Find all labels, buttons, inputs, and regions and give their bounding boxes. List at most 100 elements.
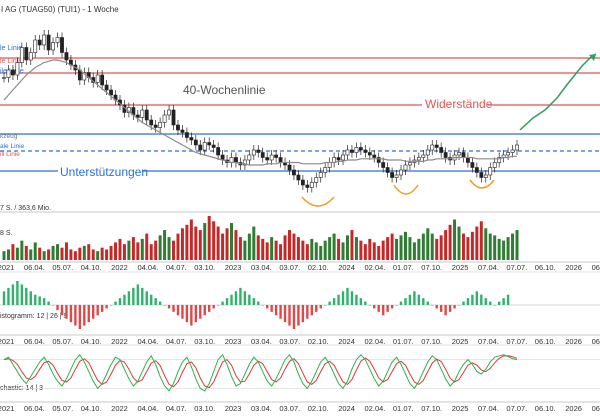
candle-body — [11, 69, 15, 76]
x-tick-label: 07.10. — [421, 263, 442, 272]
x-tick-label: 2026 — [565, 263, 582, 272]
macd-bar — [453, 305, 456, 309]
macd-bar — [60, 305, 64, 316]
volume-bar — [466, 237, 470, 260]
candle-body — [33, 39, 38, 53]
macd-bar — [243, 291, 247, 305]
volume-bar — [390, 233, 394, 260]
macd-bar — [426, 301, 429, 305]
volume-bar — [33, 242, 37, 260]
volume-bar — [198, 230, 202, 260]
candle-body — [506, 152, 510, 156]
volume-bar — [42, 251, 46, 260]
x-tick-label: 04.10. — [81, 337, 102, 346]
volume-bar — [461, 233, 465, 260]
macd-bar — [279, 305, 282, 319]
x-tick-label: 03.10. — [194, 404, 215, 413]
candle-body — [466, 157, 470, 163]
candle-body — [19, 47, 24, 63]
macd-bar — [439, 305, 443, 312]
candle-body — [198, 144, 203, 151]
candle-body — [256, 149, 261, 153]
resistance-label-bg — [422, 97, 488, 112]
x-tick-label: 2025 — [452, 404, 469, 413]
volume-bar — [296, 237, 300, 260]
candle-body — [6, 69, 11, 78]
volume-bar — [328, 237, 332, 260]
candle-body — [479, 172, 484, 178]
stoch-k-line — [3, 353, 518, 392]
x-tick-label: 07.10. — [421, 404, 442, 413]
x-tick-label: 03.07. — [279, 337, 300, 346]
candle-body — [242, 159, 247, 166]
candle-body — [309, 182, 314, 188]
volume-bar — [332, 233, 336, 260]
candle-body — [470, 162, 475, 168]
bottom-arc-2 — [393, 184, 419, 195]
x-tick-label: 06.04. — [24, 404, 45, 413]
macd-bar — [462, 301, 465, 305]
candle-body — [140, 109, 145, 118]
x-tick-label: 03.10. — [194, 263, 215, 272]
volume-bar — [60, 247, 64, 260]
macd-bar — [51, 305, 55, 306]
macd-bar — [431, 305, 434, 306]
volume-bar — [47, 249, 51, 260]
macd-bar — [212, 305, 215, 309]
macd-bar — [489, 301, 492, 305]
candle-body — [430, 144, 435, 151]
macd-bar — [337, 294, 340, 305]
x-tick-label: 2024 — [338, 404, 355, 413]
macd-bar — [145, 291, 148, 305]
candle-body — [167, 109, 171, 116]
candle-body — [510, 149, 515, 153]
x-tick-label: 2021 — [0, 263, 14, 272]
macd-bar — [359, 298, 363, 305]
x-tick-label: 05.07. — [52, 404, 73, 413]
candle-body — [162, 114, 167, 123]
macd-bar — [190, 305, 193, 326]
volume-bar — [100, 247, 104, 260]
macd-bar — [114, 301, 117, 305]
macd-bar — [92, 305, 95, 319]
x-tick-label: 2026 — [565, 337, 582, 346]
macd-bar — [395, 305, 398, 306]
macd-bar — [373, 305, 376, 309]
x-tick-label: 03.04. — [251, 263, 272, 272]
axes-group: 2021 06.04. 05.07. 04.10. 2022 04.04. 04.07. 03… — [0, 263, 600, 413]
volume-bar — [287, 230, 291, 260]
volume-bar — [185, 224, 189, 260]
macd-bar — [194, 305, 198, 323]
candle-body — [100, 74, 105, 86]
macd-bar — [25, 287, 28, 305]
volume-bar — [377, 245, 381, 260]
x-tick-label: 04.07. — [166, 263, 187, 272]
stoch-d-line — [3, 355, 518, 389]
macd-bar — [444, 305, 447, 316]
x-tick-label: 04.10. — [81, 404, 102, 413]
macd-bar — [252, 298, 256, 305]
volume-bar — [216, 226, 220, 260]
volume-bar — [38, 247, 42, 260]
candle-body — [24, 47, 29, 61]
volume-bar — [261, 238, 265, 260]
x-tick-label: 03.07. — [279, 404, 300, 413]
candle-body — [82, 72, 87, 81]
volume-bar — [122, 244, 126, 260]
candle-body — [367, 152, 372, 156]
volume-bar — [109, 245, 113, 260]
x-tick-label: 06.10. — [535, 404, 556, 413]
chart-title: I AG (TUAG50) (TUI1) - 1 Woche — [1, 5, 119, 14]
volume-bar — [212, 221, 216, 260]
candle-body — [372, 154, 377, 158]
x-tick-label: 2024 — [338, 337, 355, 346]
candle-body — [305, 184, 310, 188]
volume-bar — [337, 238, 341, 260]
x-tick-label: 02.10. — [308, 404, 329, 413]
candle-body — [51, 42, 55, 51]
macd-bar — [408, 294, 412, 305]
macd-bar — [283, 305, 287, 323]
macd-bar — [2, 291, 6, 305]
volume-bar — [363, 244, 367, 260]
